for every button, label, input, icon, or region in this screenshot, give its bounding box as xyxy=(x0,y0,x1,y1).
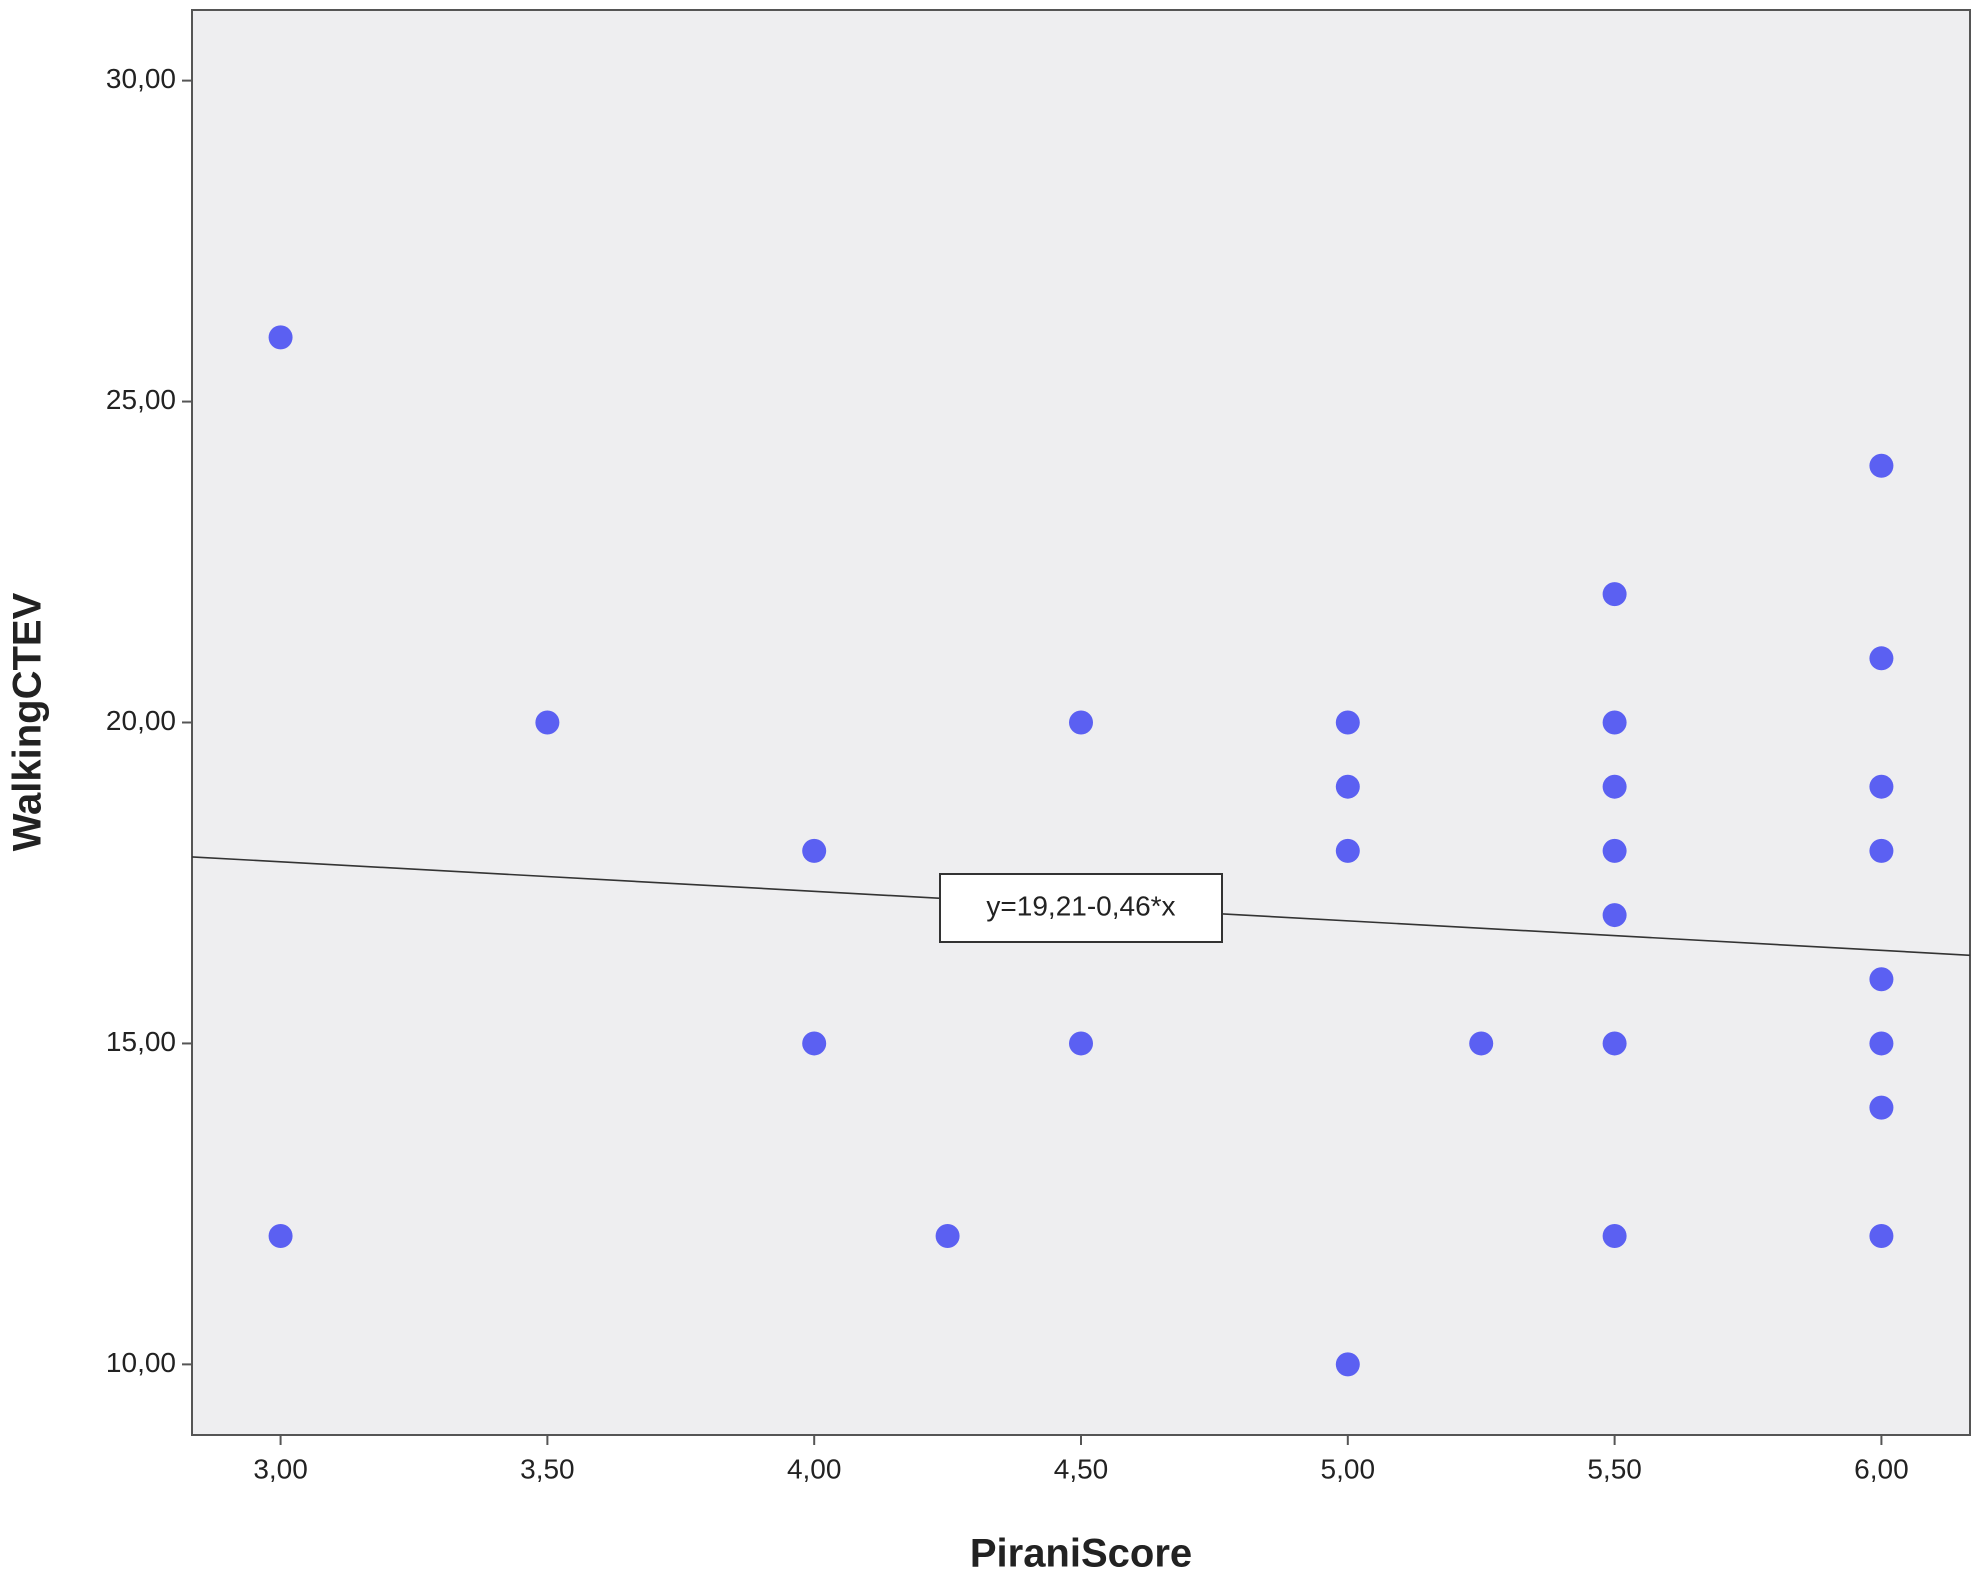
point xyxy=(535,710,560,735)
point xyxy=(802,1031,827,1056)
point xyxy=(1335,710,1360,735)
point xyxy=(1335,1352,1360,1377)
x-tick-label: 4,50 xyxy=(1054,1453,1109,1484)
point xyxy=(1869,967,1894,992)
point xyxy=(1602,774,1627,799)
point xyxy=(1602,582,1627,607)
point xyxy=(1469,1031,1494,1056)
point xyxy=(935,1224,960,1249)
point xyxy=(1602,710,1627,735)
y-tick-label: 25,00 xyxy=(106,384,176,415)
point xyxy=(1869,1031,1894,1056)
point xyxy=(1869,646,1894,671)
point xyxy=(268,325,293,350)
point xyxy=(1069,1031,1093,1056)
fit-label-box xyxy=(939,873,1223,943)
x-tick-label: 3,00 xyxy=(253,1453,308,1484)
point xyxy=(1869,1095,1894,1120)
x-tick-label: 4,00 xyxy=(787,1453,842,1484)
x-tick-label: 3,50 xyxy=(520,1453,575,1484)
point xyxy=(1869,1224,1894,1249)
point xyxy=(1602,1031,1627,1056)
point xyxy=(1069,710,1093,735)
point xyxy=(1869,838,1894,863)
point xyxy=(1602,838,1627,863)
point xyxy=(1869,774,1894,799)
y-tick-label: 30,00 xyxy=(106,63,176,94)
point xyxy=(1335,838,1360,863)
point xyxy=(802,838,827,863)
x-tick-label: 5,00 xyxy=(1321,1453,1376,1484)
y-axis-title: WalkingCTEV xyxy=(6,592,50,851)
point xyxy=(268,1224,293,1249)
y-tick-label: 20,00 xyxy=(106,705,176,736)
x-tick-label: 5,50 xyxy=(1587,1453,1642,1484)
y-tick-label: 10,00 xyxy=(106,1347,176,1378)
x-tick-label: 6,00 xyxy=(1854,1453,1909,1484)
point xyxy=(1869,453,1894,478)
x-axis-title: PiraniScore xyxy=(970,1532,1192,1576)
point xyxy=(1602,903,1627,928)
fit-label: y=19,21-0,46*x xyxy=(986,890,1175,921)
point xyxy=(1335,774,1360,799)
point xyxy=(1602,1224,1627,1249)
y-tick-label: 15,00 xyxy=(106,1026,176,1057)
